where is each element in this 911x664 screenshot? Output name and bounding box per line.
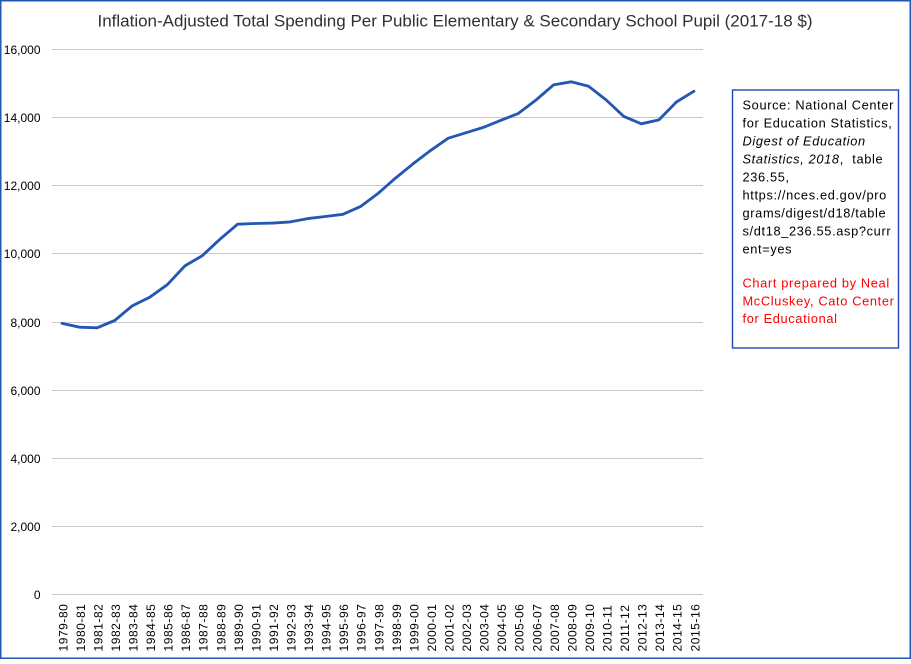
svg-text:1997-98: 1997-98: [372, 604, 386, 652]
svg-text:Source: National Center: Source: National Center: [743, 97, 895, 112]
svg-text:0: 0: [34, 588, 41, 602]
svg-text:1988-89: 1988-89: [214, 604, 228, 652]
svg-text:12,000: 12,000: [4, 179, 41, 193]
svg-text:1979-80: 1979-80: [56, 604, 70, 652]
svg-text:10,000: 10,000: [4, 247, 41, 261]
svg-text:1991-92: 1991-92: [267, 604, 281, 652]
svg-text:1993-94: 1993-94: [302, 604, 316, 652]
svg-text:16,000: 16,000: [4, 43, 41, 57]
svg-text:6,000: 6,000: [10, 384, 40, 398]
svg-text:Digest of Education: Digest of Education: [743, 133, 866, 148]
svg-text:2001-02: 2001-02: [443, 604, 457, 652]
svg-text:236.55,: 236.55,: [743, 169, 790, 184]
svg-text:for Education Statistics,: for Education Statistics,: [743, 115, 893, 130]
svg-text:2014-15: 2014-15: [671, 604, 685, 652]
svg-text:1985-86: 1985-86: [162, 604, 176, 652]
svg-text:1984-85: 1984-85: [144, 604, 158, 652]
svg-text:2006-07: 2006-07: [530, 604, 544, 652]
svg-text:2002-03: 2002-03: [460, 604, 474, 652]
svg-text:1992-93: 1992-93: [285, 604, 299, 652]
svg-text:s/dt18_236.55.asp?curr: s/dt18_236.55.asp?curr: [743, 223, 892, 238]
svg-text:1982-83: 1982-83: [109, 604, 123, 652]
svg-text:2000-01: 2000-01: [425, 604, 439, 652]
svg-text:Chart prepared by Neal: Chart prepared by Neal: [743, 275, 890, 290]
svg-text:2003-04: 2003-04: [478, 604, 492, 652]
svg-text:1994-95: 1994-95: [320, 604, 334, 652]
svg-text:1980-81: 1980-81: [74, 604, 88, 652]
svg-text:1999-00: 1999-00: [407, 604, 421, 652]
svg-text:2007-08: 2007-08: [548, 604, 562, 652]
svg-text:1990-91: 1990-91: [249, 604, 263, 652]
svg-text:McCluskey, Cato Center: McCluskey, Cato Center: [743, 293, 895, 308]
svg-text:2011-12: 2011-12: [618, 605, 632, 652]
svg-text:Statistics, 2018, table: Statistics, 2018, table: [743, 151, 884, 166]
svg-text:2004-05: 2004-05: [495, 604, 509, 652]
svg-text:2008-09: 2008-09: [565, 604, 579, 652]
svg-text:1998-99: 1998-99: [390, 604, 404, 652]
svg-text:8,000: 8,000: [10, 316, 40, 330]
svg-text:2009-10: 2009-10: [583, 604, 597, 652]
svg-text:Inflation-Adjusted Total Spend: Inflation-Adjusted Total Spending Per Pu…: [97, 12, 812, 31]
svg-text:2010-11: 2010-11: [601, 605, 615, 652]
svg-text:1986-87: 1986-87: [179, 604, 193, 652]
svg-text:1981-82: 1981-82: [91, 604, 105, 652]
svg-text:1983-84: 1983-84: [127, 604, 141, 652]
svg-text:1995-96: 1995-96: [337, 604, 351, 652]
svg-text:2012-13: 2012-13: [636, 604, 650, 652]
svg-text:2005-06: 2005-06: [513, 604, 527, 652]
svg-text:grams/digest/d18/table: grams/digest/d18/table: [743, 205, 887, 220]
svg-text:1987-88: 1987-88: [197, 604, 211, 652]
svg-text:4,000: 4,000: [10, 452, 40, 466]
svg-text:2015-16: 2015-16: [688, 604, 702, 652]
svg-text:2,000: 2,000: [10, 520, 40, 534]
svg-text:1989-90: 1989-90: [232, 604, 246, 652]
svg-text:ent=yes: ent=yes: [743, 241, 793, 256]
svg-text:2013-14: 2013-14: [653, 604, 667, 652]
svg-text:14,000: 14,000: [4, 111, 41, 125]
svg-text:https://nces.ed.gov/pro: https://nces.ed.gov/pro: [743, 187, 887, 202]
svg-text:1996-97: 1996-97: [355, 604, 369, 652]
svg-text:for Educational: for Educational: [743, 311, 838, 326]
